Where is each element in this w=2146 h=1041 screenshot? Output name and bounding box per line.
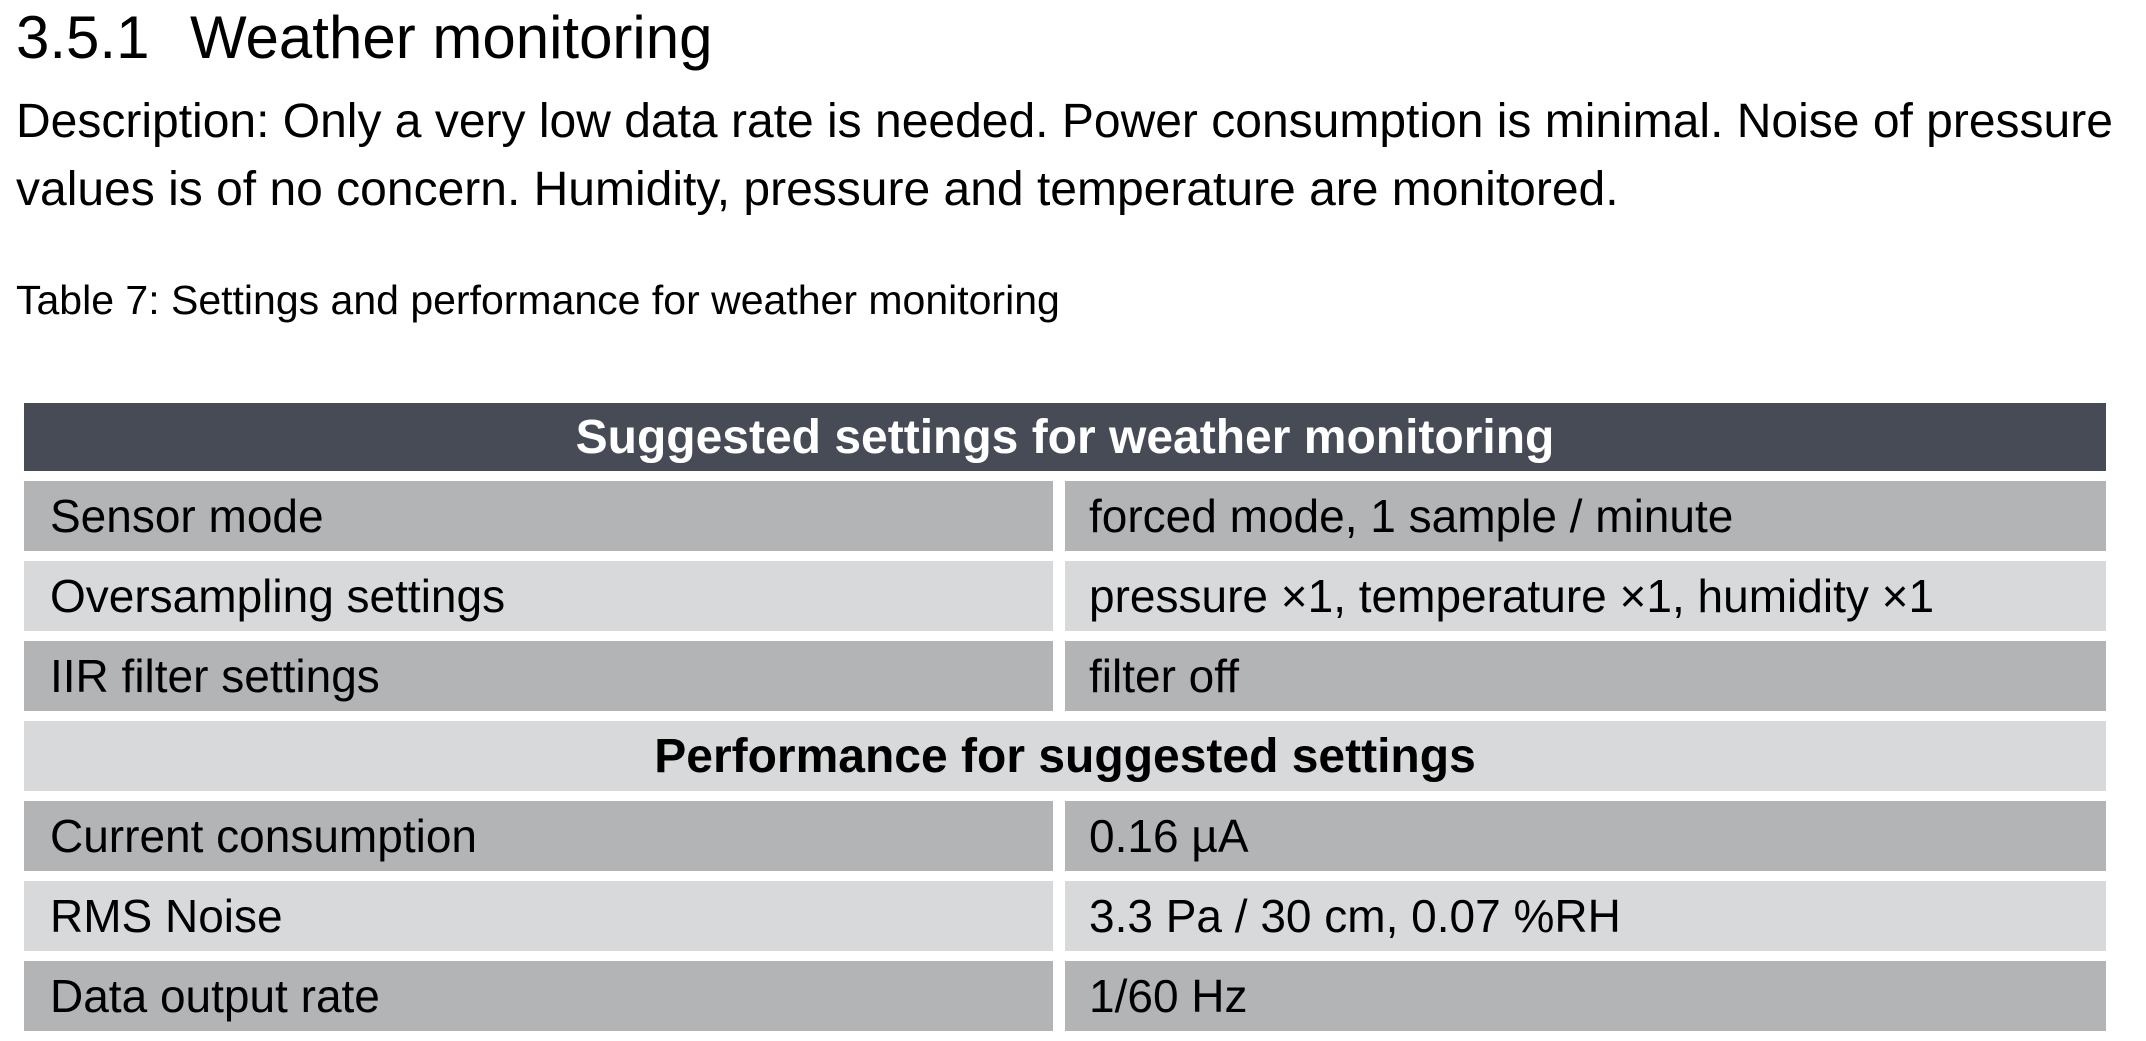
row-value-rms-noise: 3.3 Pa / 30 cm, 0.07 %RH bbox=[1065, 881, 2106, 951]
table-row: Current consumption 0.16 µA bbox=[24, 801, 2106, 871]
row-value-iir-filter: filter off bbox=[1065, 641, 2106, 711]
table-title-row: Suggested settings for weather monitorin… bbox=[24, 403, 2106, 471]
row-label-iir-filter: IIR filter settings bbox=[24, 641, 1065, 711]
settings-table: Suggested settings for weather monitorin… bbox=[24, 393, 2106, 1041]
row-value-data-rate: 1/60 Hz bbox=[1065, 961, 2106, 1031]
section-title: Weather monitoring bbox=[190, 4, 713, 71]
row-label-sensor-mode: Sensor mode bbox=[24, 481, 1065, 551]
table-row: Sensor mode forced mode, 1 sample / minu… bbox=[24, 481, 2106, 551]
row-value-oversampling: pressure ×1, temperature ×1, humidity ×1 bbox=[1065, 561, 2106, 631]
row-label-oversampling: Oversampling settings bbox=[24, 561, 1065, 631]
description-paragraph: Description: Only a very low data rate i… bbox=[16, 95, 2113, 216]
table-row: IIR filter settings filter off bbox=[24, 641, 2106, 711]
row-label-current: Current consumption bbox=[24, 801, 1065, 871]
performance-header: Performance for suggested settings bbox=[24, 721, 2106, 791]
row-label-data-rate: Data output rate bbox=[24, 961, 1065, 1031]
section-number: 3.5.1 bbox=[16, 4, 150, 71]
table-row: Data output rate 1/60 Hz bbox=[24, 961, 2106, 1031]
section-heading: 3.5.1 Weather monitoring bbox=[16, 2, 712, 74]
settings-header: Suggested settings for weather monitorin… bbox=[24, 403, 2106, 471]
row-value-current: 0.16 µA bbox=[1065, 801, 2106, 871]
table-caption: Table 7: Settings and performance for we… bbox=[16, 277, 1060, 323]
table-row: RMS Noise 3.3 Pa / 30 cm, 0.07 %RH bbox=[24, 881, 2106, 951]
row-label-rms-noise: RMS Noise bbox=[24, 881, 1065, 951]
performance-header-row: Performance for suggested settings bbox=[24, 721, 2106, 791]
table-row: Oversampling settings pressure ×1, tempe… bbox=[24, 561, 2106, 631]
row-value-sensor-mode: forced mode, 1 sample / minute bbox=[1065, 481, 2106, 551]
